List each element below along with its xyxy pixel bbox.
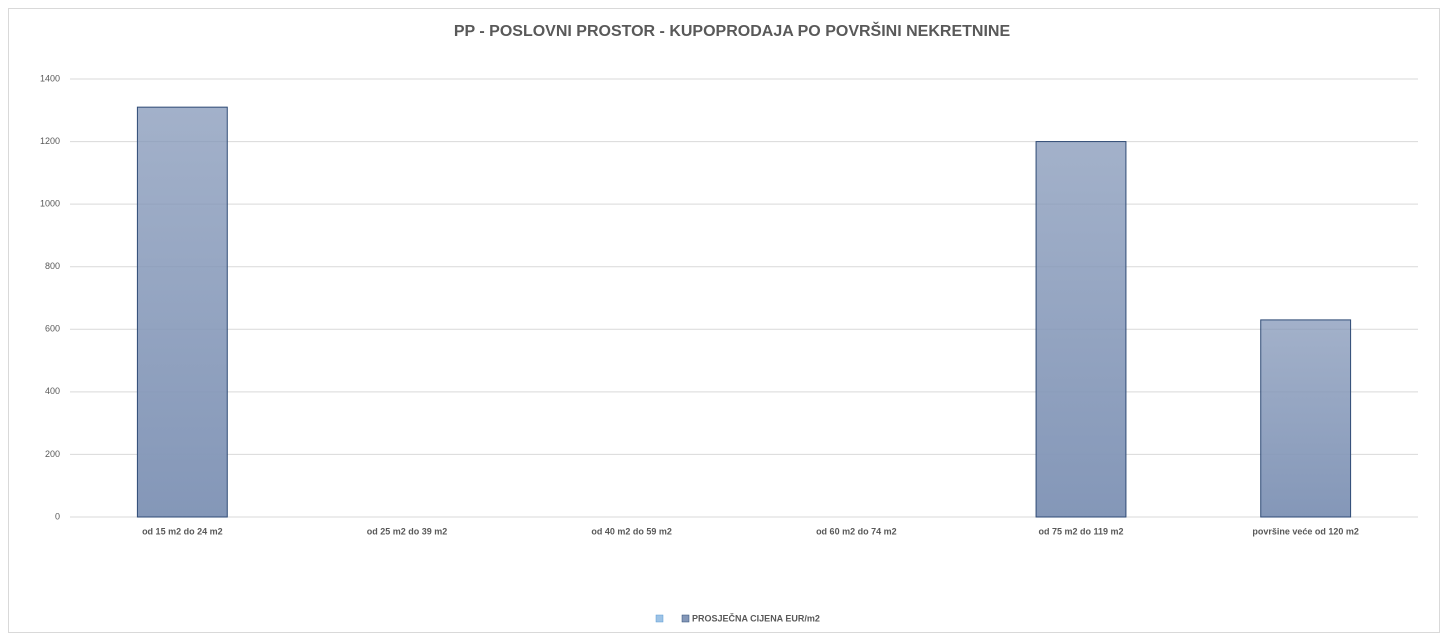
y-tick-label: 1200 — [40, 136, 60, 146]
x-tick-label: površine veće od 120 m2 — [1252, 526, 1359, 536]
chart-title: PP - POSLOVNI PROSTOR - KUPOPRODAJA PO P… — [454, 21, 1011, 40]
legend-swatch-extra — [655, 614, 664, 623]
x-tick-label: od 40 m2 do 59 m2 — [591, 526, 672, 536]
bar — [1260, 319, 1352, 518]
y-tick-label: 200 — [45, 449, 60, 459]
y-tick-label: 600 — [45, 324, 60, 334]
x-tick-label: od 75 m2 do 119 m2 — [1038, 526, 1123, 536]
bar — [1035, 141, 1127, 518]
y-tick-label: 0 — [55, 511, 60, 521]
x-tick-label: od 15 m2 do 24 m2 — [142, 526, 223, 536]
y-tick-label: 1000 — [40, 199, 60, 209]
x-tick-label: od 25 m2 do 39 m2 — [367, 526, 448, 536]
bar — [136, 106, 228, 518]
y-tick-label: 800 — [45, 261, 60, 271]
legend-label: PROSJEČNA CIJENA EUR/m2 — [692, 612, 820, 623]
y-tick-label: 1400 — [40, 73, 60, 83]
legend-swatch — [681, 614, 690, 623]
chart-border — [8, 8, 1440, 633]
y-tick-label: 400 — [45, 386, 60, 396]
x-tick-label: od 60 m2 do 74 m2 — [816, 526, 897, 536]
